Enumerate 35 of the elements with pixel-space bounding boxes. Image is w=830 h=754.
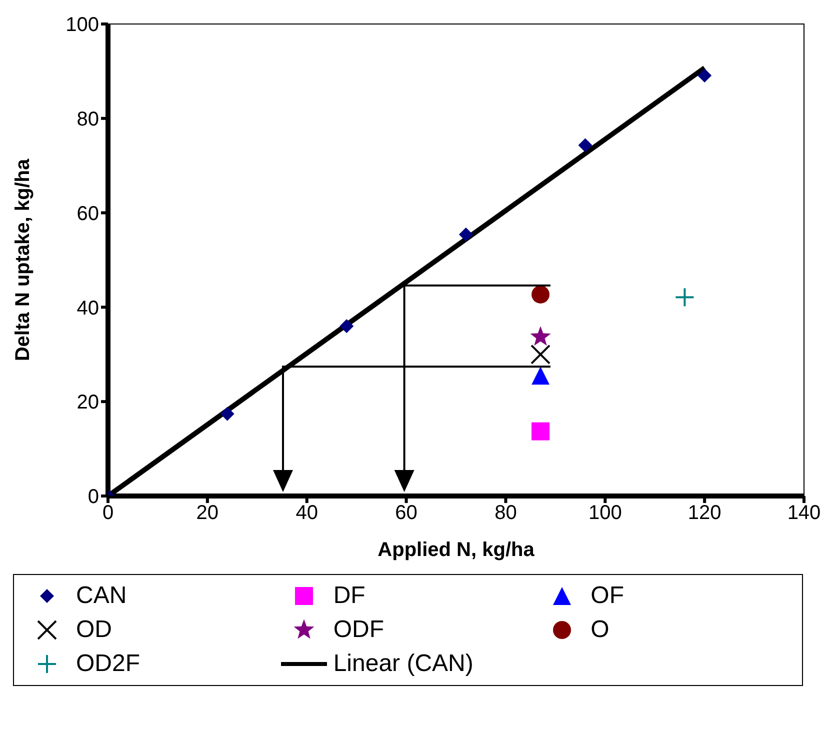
legend-label: OD (76, 616, 112, 644)
point (578, 138, 592, 152)
point (220, 406, 234, 421)
x-axis-title: Applied N, kg/ha (378, 539, 536, 561)
point (530, 344, 551, 364)
x-tick-label: 0 (102, 502, 114, 524)
legend-label: OD2F (76, 650, 140, 678)
x-tick-label: 40 (296, 502, 318, 524)
x-tick-label: 60 (395, 502, 418, 524)
point (698, 68, 712, 82)
y-tick-label: 20 (76, 392, 99, 414)
point (532, 366, 550, 385)
x-tick-label: 120 (688, 502, 722, 524)
point (340, 319, 354, 334)
legend-label: Linear (CAN) (333, 650, 474, 678)
point (532, 285, 550, 304)
x-tick-label: 140 (787, 502, 821, 524)
y-tick-label: 80 (76, 108, 99, 130)
y-tick-label: 0 (88, 486, 99, 508)
legend-label: O (590, 616, 610, 644)
point (532, 422, 550, 440)
point (674, 287, 695, 308)
x-tick-label: 80 (494, 502, 517, 524)
x-tick-label: 100 (588, 502, 622, 524)
point (458, 228, 473, 242)
legend-label: ODF (333, 616, 384, 644)
x-tick-label: 20 (196, 502, 219, 524)
legend-label: OF (590, 582, 624, 610)
y-axis-title: Delta N uptake, kg/ha (12, 158, 34, 362)
point (530, 326, 551, 346)
y-tick-label: 40 (76, 297, 99, 320)
legend-label: CAN (76, 582, 127, 610)
legend-label: DF (333, 582, 366, 610)
y-tick-label: 100 (66, 14, 99, 36)
y-tick-label: 60 (76, 202, 99, 225)
